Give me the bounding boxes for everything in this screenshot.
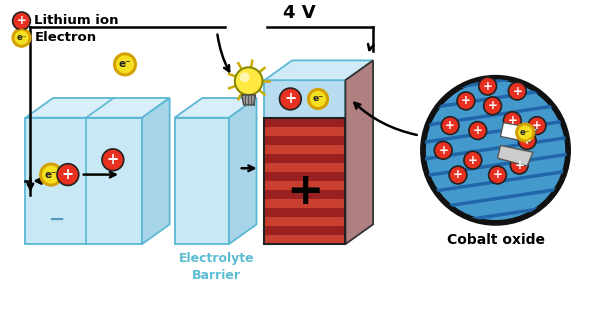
Circle shape [518, 132, 536, 149]
Polygon shape [265, 163, 346, 172]
Polygon shape [500, 123, 537, 143]
Polygon shape [346, 60, 373, 244]
Polygon shape [175, 118, 229, 244]
Circle shape [309, 90, 327, 108]
Polygon shape [265, 127, 346, 136]
Circle shape [115, 55, 135, 74]
Circle shape [13, 12, 31, 30]
Circle shape [40, 163, 62, 186]
Circle shape [308, 89, 328, 109]
Text: +: + [461, 95, 471, 108]
Circle shape [441, 117, 459, 135]
Circle shape [511, 156, 528, 174]
Text: +: + [286, 169, 323, 212]
Polygon shape [265, 172, 346, 181]
Polygon shape [265, 235, 346, 244]
Circle shape [457, 92, 475, 110]
Polygon shape [175, 98, 257, 118]
Text: +: + [514, 159, 524, 171]
Text: e⁻: e⁻ [520, 128, 530, 137]
Polygon shape [25, 118, 142, 244]
Circle shape [508, 82, 526, 100]
Polygon shape [265, 217, 346, 226]
Circle shape [449, 166, 467, 184]
Text: e⁻: e⁻ [16, 33, 26, 42]
Text: +: + [453, 168, 463, 181]
Circle shape [424, 79, 566, 221]
Circle shape [488, 166, 506, 184]
Circle shape [517, 125, 533, 141]
Circle shape [516, 123, 535, 142]
Text: Lithium ion: Lithium ion [34, 14, 119, 27]
Polygon shape [142, 98, 170, 244]
Circle shape [469, 122, 487, 140]
Circle shape [484, 97, 502, 115]
Circle shape [503, 112, 521, 130]
Circle shape [434, 142, 452, 159]
Polygon shape [265, 208, 346, 217]
Text: +: + [508, 114, 517, 127]
Circle shape [240, 72, 250, 82]
Polygon shape [265, 154, 346, 163]
Text: +: + [483, 80, 493, 93]
Polygon shape [265, 145, 346, 154]
Text: Cobalt oxide: Cobalt oxide [446, 233, 545, 247]
Text: +: + [438, 144, 448, 157]
Circle shape [102, 149, 124, 170]
Text: Electrolyte
Barrier: Electrolyte Barrier [179, 252, 254, 282]
Polygon shape [229, 98, 257, 244]
Text: e⁻: e⁻ [119, 59, 131, 69]
Circle shape [12, 28, 31, 47]
Text: e⁻: e⁻ [313, 95, 324, 104]
Circle shape [421, 76, 569, 224]
Polygon shape [265, 60, 373, 80]
Polygon shape [265, 136, 346, 145]
Polygon shape [25, 98, 170, 118]
Text: +: + [532, 119, 542, 132]
Text: +: + [493, 168, 502, 181]
Circle shape [280, 88, 301, 110]
Text: +: + [284, 92, 296, 107]
Text: Electron: Electron [34, 31, 97, 44]
Text: +: + [17, 14, 26, 27]
Polygon shape [265, 80, 346, 118]
Polygon shape [265, 118, 346, 127]
Text: 4 V: 4 V [283, 4, 316, 22]
Circle shape [41, 165, 61, 184]
Polygon shape [265, 226, 346, 235]
Text: +: + [488, 99, 497, 112]
Polygon shape [265, 199, 346, 208]
Polygon shape [242, 95, 256, 105]
Circle shape [528, 117, 546, 135]
Text: +: + [512, 85, 522, 98]
Polygon shape [265, 181, 346, 190]
Circle shape [464, 151, 482, 169]
Circle shape [14, 30, 29, 46]
Text: +: + [522, 134, 532, 147]
Polygon shape [497, 146, 533, 166]
Text: +: + [445, 119, 455, 132]
Circle shape [57, 164, 79, 185]
Circle shape [113, 53, 136, 76]
Polygon shape [265, 190, 346, 199]
Text: e⁻: e⁻ [45, 169, 58, 179]
Circle shape [235, 67, 262, 95]
Text: +: + [107, 152, 119, 167]
Text: +: + [62, 167, 74, 182]
Text: +: + [468, 154, 478, 167]
Circle shape [479, 77, 497, 95]
Text: −: − [49, 210, 65, 229]
Text: +: + [473, 124, 482, 137]
